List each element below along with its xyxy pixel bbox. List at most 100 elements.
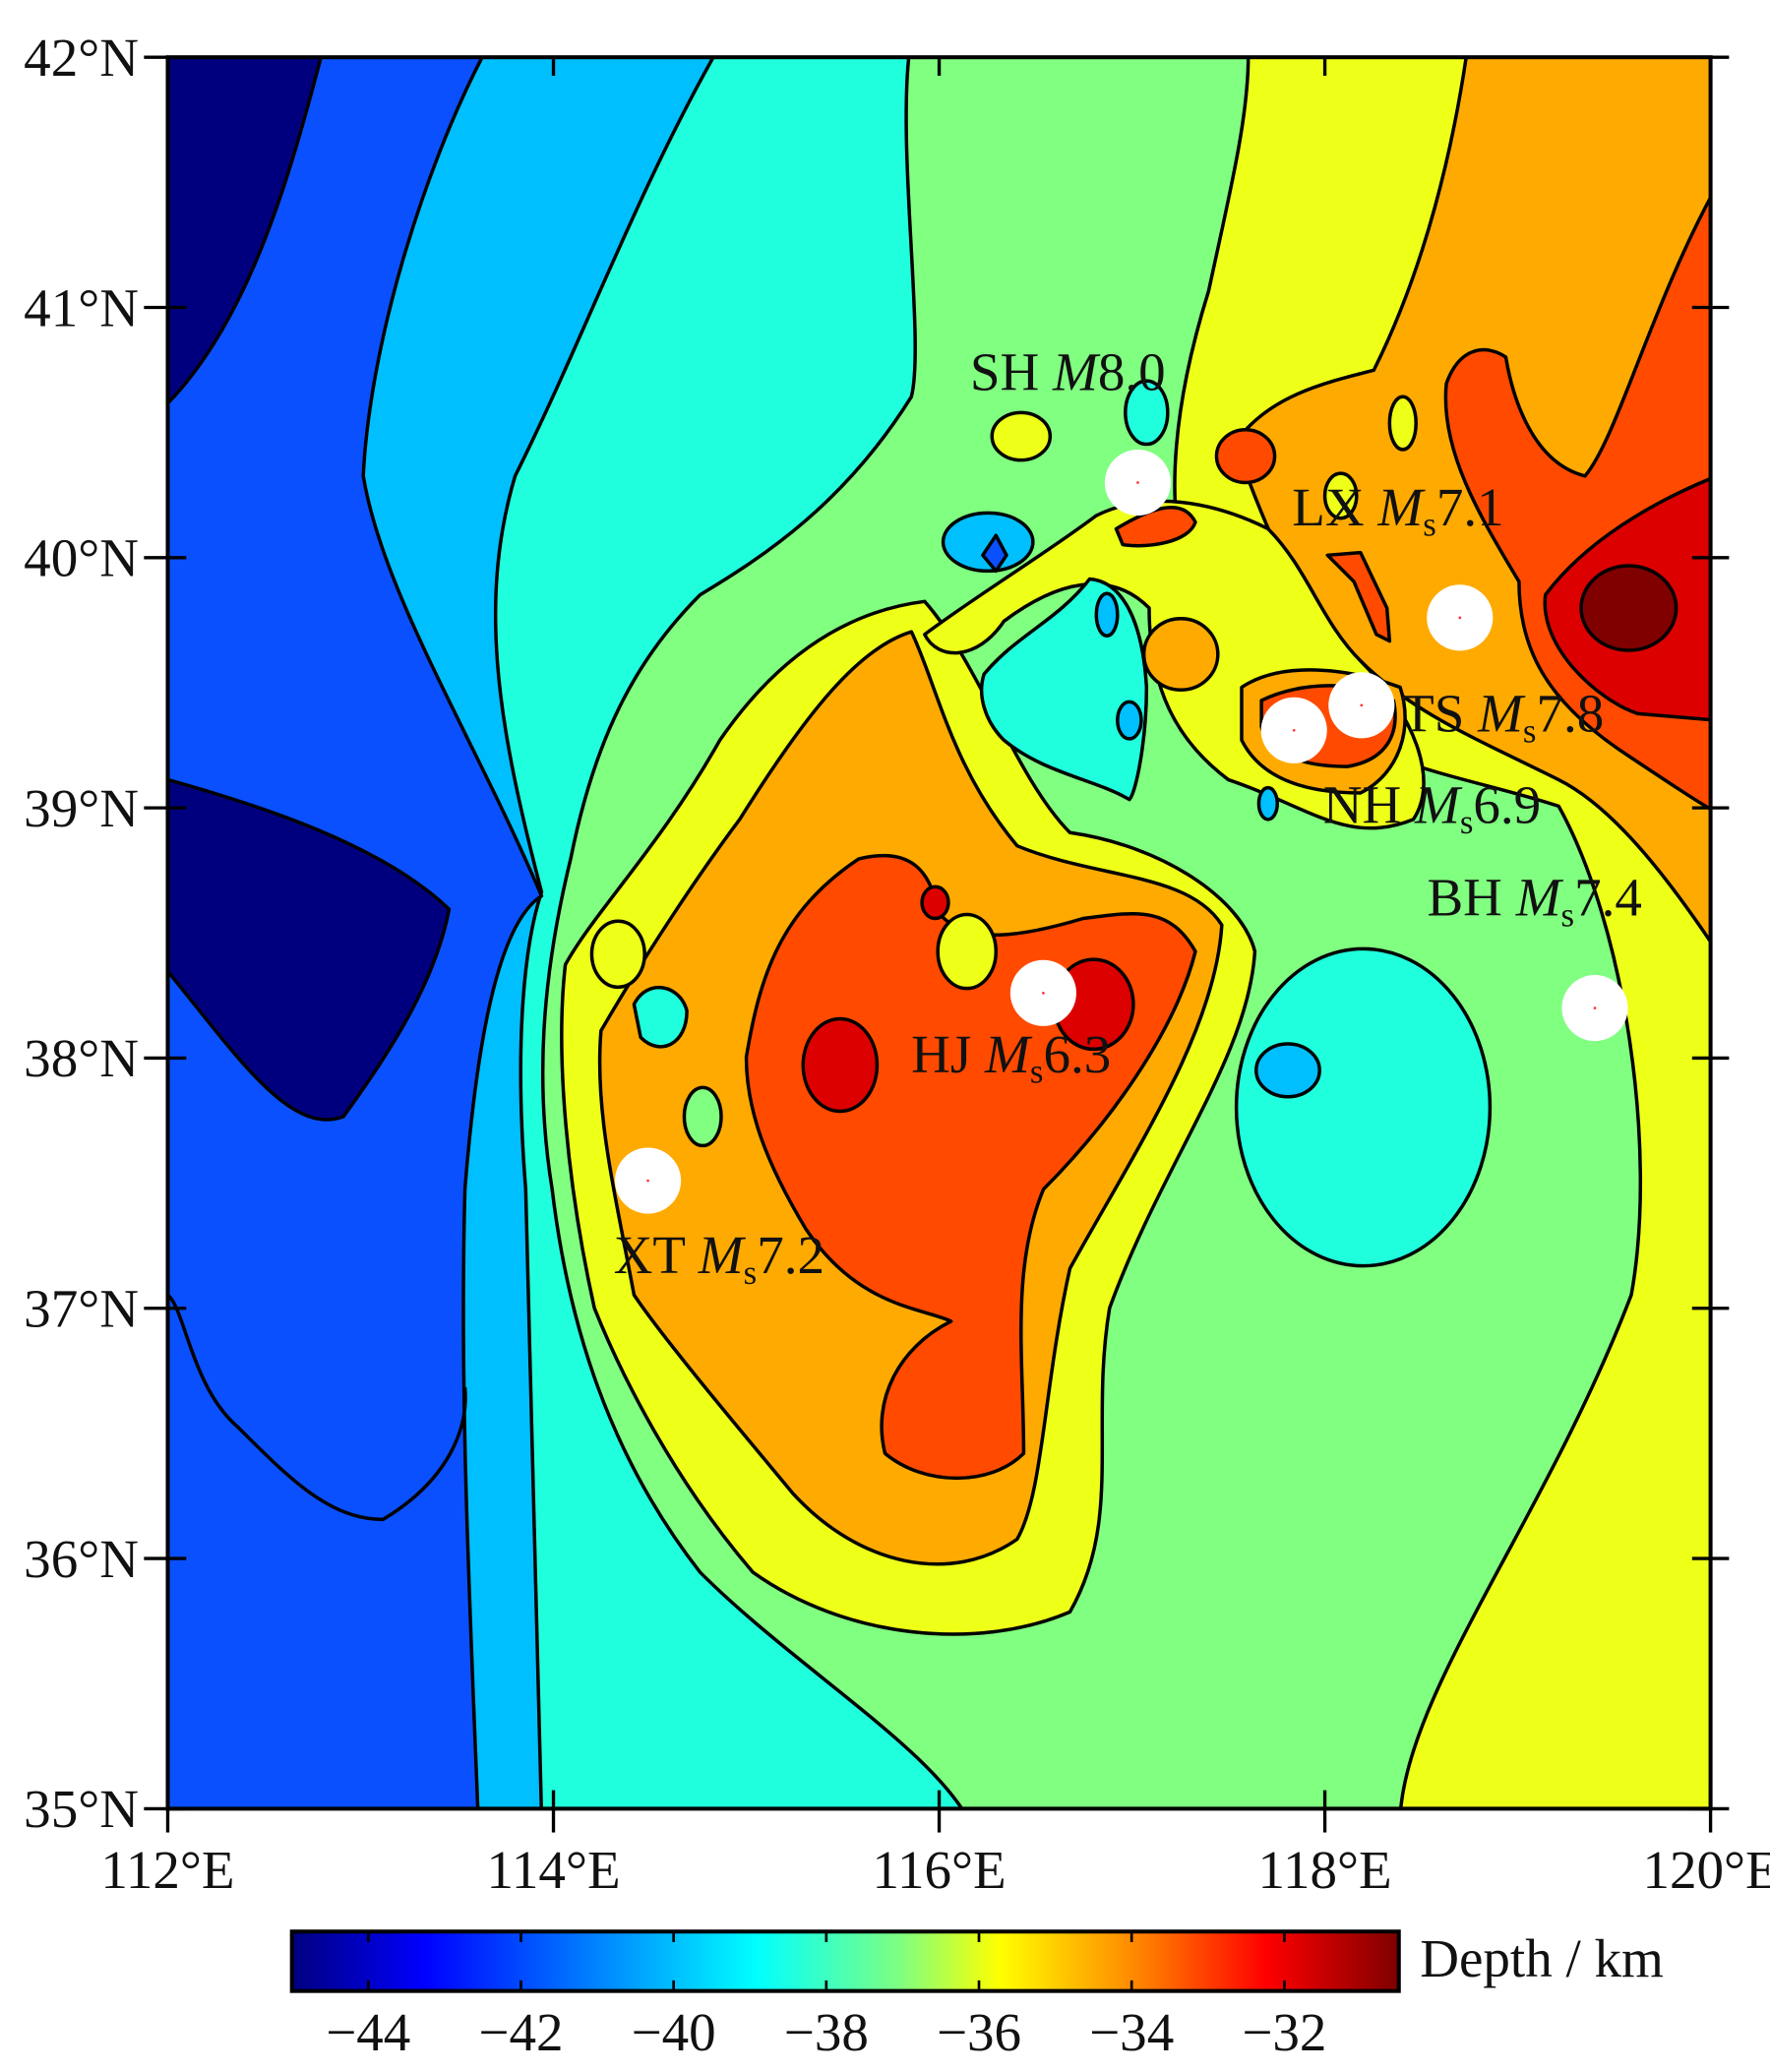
region-lightblue-blob-2: [1094, 591, 1120, 638]
earthquake-event-hj: HJ Ms6.3: [911, 959, 1111, 1091]
magnitude-symbol: M: [1477, 684, 1526, 744]
earthquake-event-nh: NH Ms6.9: [1260, 697, 1541, 841]
colorbar-tick-label: −38: [784, 2002, 869, 2062]
magnitude-symbol: M: [1376, 477, 1426, 537]
event-label: LX Ms7.1: [1292, 477, 1503, 544]
colorbar-tick-label: −34: [1089, 2002, 1174, 2062]
region-darkred-central-west: [801, 1016, 880, 1114]
y-tick-label: 36°N: [24, 1529, 139, 1589]
contour-map: [167, 57, 1711, 1809]
magnitude-symbol: M: [1515, 868, 1564, 928]
event-label: XT Ms7.2: [614, 1225, 824, 1292]
region-green-blob-xt: [632, 986, 689, 1049]
magnitude-subscript: s: [1030, 1053, 1044, 1091]
colorbar-tick-label: −44: [326, 2002, 410, 2062]
contour-southwest: [167, 1293, 467, 1522]
y-tick-label: 40°N: [24, 528, 139, 588]
colorbar-tick-label: −32: [1242, 2002, 1326, 2062]
colorbar-tick-label: −40: [632, 2002, 716, 2062]
event-code: LX: [1292, 477, 1377, 537]
event-code: XT: [614, 1225, 699, 1285]
y-tick-label: 37°N: [24, 1279, 139, 1339]
magnitude-symbol: M: [698, 1225, 747, 1285]
event-code: NH: [1323, 774, 1415, 834]
y-tick-label: 42°N: [24, 28, 139, 88]
event-label: TS Ms7.8: [1401, 684, 1604, 751]
magnitude-subscript: s: [1460, 803, 1474, 841]
earthquake-event-bh: BH Ms7.4: [1427, 868, 1642, 1042]
magnitude-value: 7.1: [1436, 477, 1504, 537]
epicenter-dot: [1292, 728, 1296, 732]
region-aquamarine-blob-1: [1124, 379, 1170, 447]
event-code: BH: [1427, 868, 1515, 928]
epicenter-dot: [646, 1179, 649, 1183]
event-code: TS: [1401, 684, 1478, 744]
magnitude-value: 7.8: [1536, 684, 1604, 744]
magnitude-symbol: M: [984, 1024, 1033, 1084]
region-darkred-small: [920, 884, 950, 921]
magnitude-value: 7.4: [1574, 868, 1642, 928]
magnitude-value: 7.2: [757, 1225, 824, 1285]
x-tick-label: 120°E: [1642, 1840, 1770, 1900]
epicenter-dot: [1360, 703, 1364, 707]
epicenter-dot: [1593, 1006, 1597, 1009]
earthquake-event-xt: XT Ms7.2: [614, 1147, 824, 1292]
magnitude-subscript: s: [1423, 506, 1436, 544]
region-navy-northwest: [167, 57, 323, 406]
region-redorange-blob-lx: [1325, 550, 1392, 643]
region-green-blob-south: [682, 1085, 723, 1148]
magnitude-subscript: s: [1523, 711, 1537, 750]
event-label: BH Ms7.4: [1427, 868, 1641, 935]
event-label: NH Ms6.9: [1323, 774, 1541, 841]
epicenter-dot: [1136, 481, 1139, 484]
earthquake-event-sh: SH M8.0: [970, 342, 1171, 517]
region-yellow-blob-2: [1322, 471, 1359, 520]
region-yellow-blob-3: [1387, 395, 1418, 452]
event-label: HJ Ms6.3: [911, 1024, 1111, 1091]
region-navy-west: [167, 777, 452, 1122]
colorbar: −44 −42 −40 −38 −36 −34 −32 Depth / km: [289, 1928, 1664, 2062]
magnitude-subscript: s: [1561, 895, 1575, 934]
region-lightblue-blob-1: [941, 511, 1035, 574]
colorbar-label: Depth / km: [1420, 1928, 1664, 1988]
region-yellow-blob-1: [990, 410, 1053, 462]
x-tick-label: 116°E: [872, 1840, 1006, 1900]
region-maroon-east: [1579, 564, 1678, 652]
event-code: HJ: [911, 1024, 985, 1084]
region-lightblue-blob-4: [1256, 785, 1279, 822]
colorbar-tick-label: −42: [478, 2002, 563, 2062]
magnitude-subscript: s: [744, 1253, 758, 1292]
region-yellow-blob-central: [936, 912, 999, 991]
event-code: SH: [970, 342, 1053, 402]
region-blue-blob-1: [981, 533, 1008, 574]
region-lightblue-blob-3: [1116, 700, 1143, 741]
region-lightblue-bohai: [1254, 1042, 1321, 1099]
earthquake-event-ts: TS Ms7.8: [1328, 672, 1604, 750]
colorbar-gradient: [289, 1929, 1401, 1993]
earthquake-event-lx: LX Ms7.1: [1292, 477, 1504, 651]
magnitude-value: 8.0: [1098, 342, 1166, 402]
magnitude-value: 6.9: [1473, 774, 1541, 834]
earthquake-markers: SH M8.0LX Ms7.1TS Ms7.8NH Ms6.9BH Ms7.4H…: [614, 342, 1642, 1292]
event-label: SH M8.0: [970, 342, 1166, 402]
epicenter-dot: [1458, 616, 1462, 620]
region-redorange-blob-1: [1214, 428, 1277, 485]
magnitude-value: 6.3: [1043, 1024, 1111, 1084]
x-tick-label: 112°E: [100, 1840, 234, 1900]
x-tick-label: 114°E: [486, 1840, 620, 1900]
y-tick-label: 39°N: [24, 778, 139, 838]
x-tick-label: 118°E: [1257, 1840, 1391, 1900]
region-orange-blob-north: [1141, 617, 1220, 693]
epicenter-dot: [1042, 991, 1045, 995]
y-tick-label: 35°N: [24, 1779, 139, 1839]
region-aquamarine-bohai: [1234, 946, 1493, 1268]
y-tick-label: 41°N: [24, 277, 139, 337]
magnitude-symbol: M: [1414, 774, 1463, 834]
colorbar-ticks: −44 −42 −40 −38 −36 −34 −32: [326, 1931, 1326, 2062]
axes: 112°E 114°E 116°E 118°E 120°E 42°N 41°N 40°N 39°…: [24, 28, 1770, 1900]
y-tick-label: 38°N: [24, 1028, 139, 1088]
magnitude-symbol: M: [1052, 342, 1101, 402]
colorbar-tick-label: −36: [937, 2002, 1021, 2062]
region-yellow-blob-west: [589, 919, 646, 990]
